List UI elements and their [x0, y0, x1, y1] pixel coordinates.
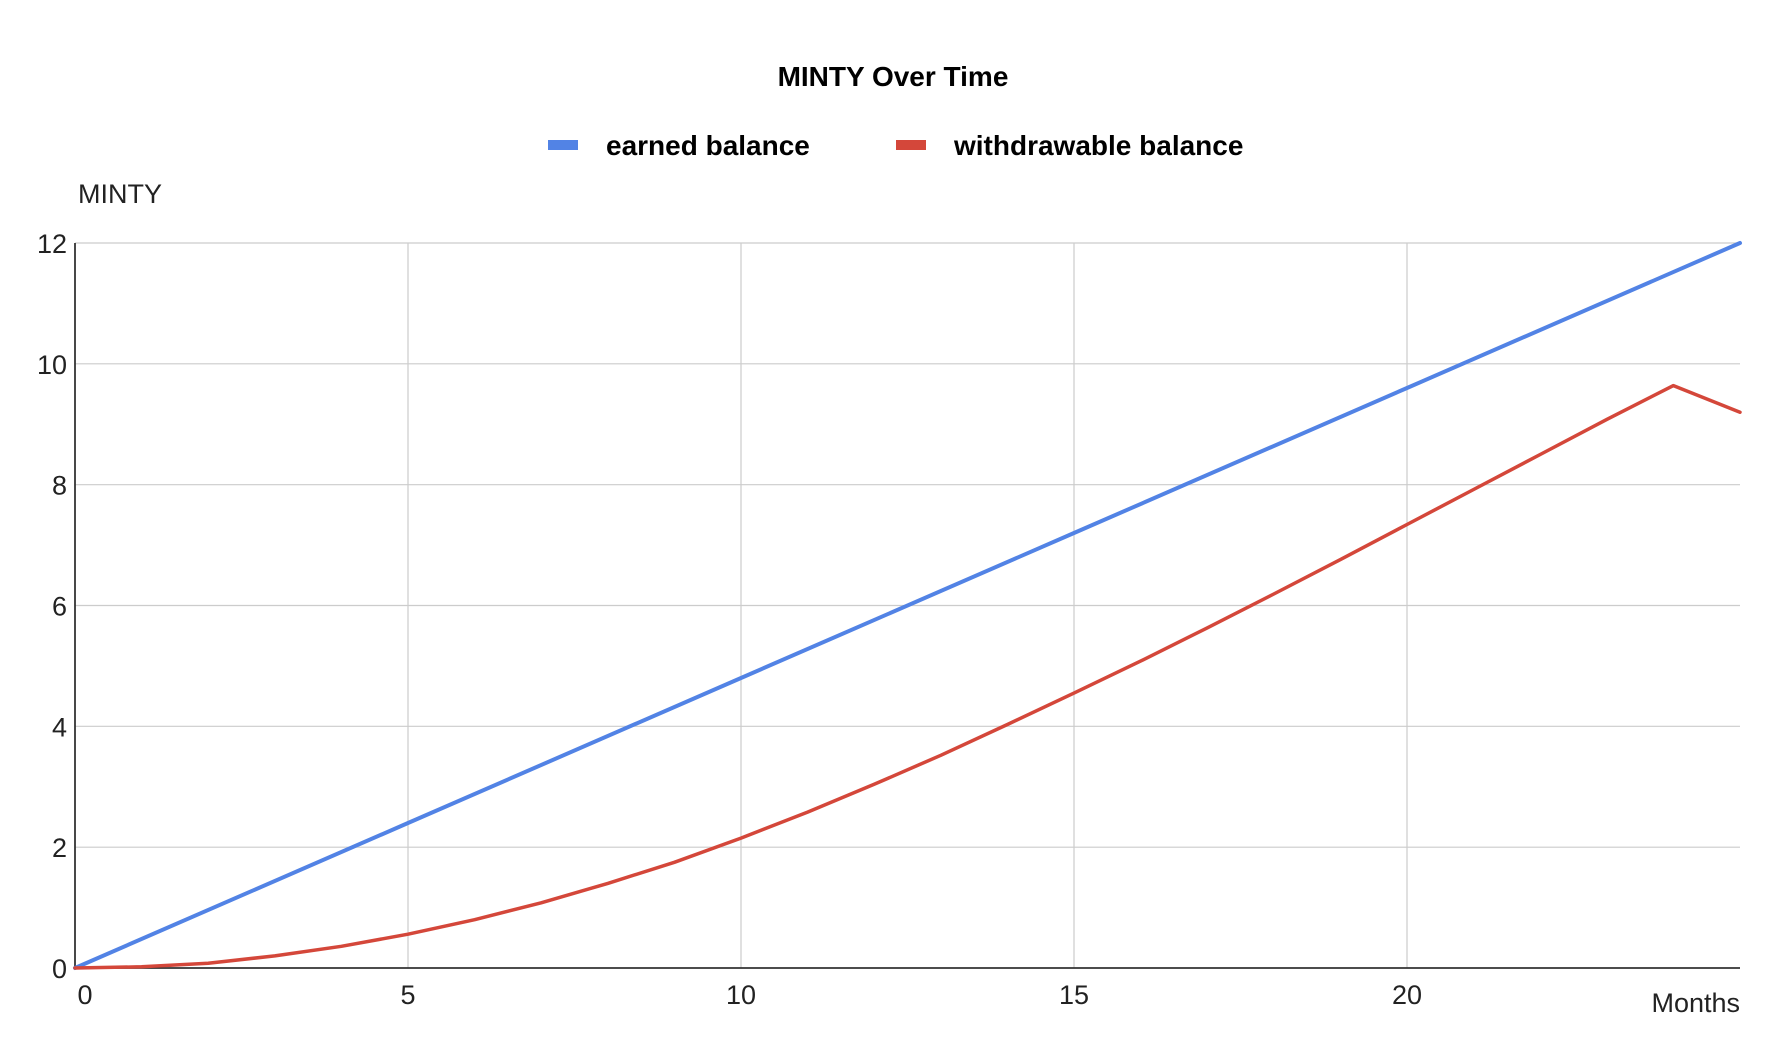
legend-label: earned balance [606, 130, 810, 161]
x-tick-label: 15 [1059, 980, 1089, 1010]
legend-swatch [548, 140, 578, 150]
y-tick-labels: 0 2 4 6 8 10 12 [37, 229, 67, 984]
y-tick-label: 10 [37, 350, 67, 380]
x-tick-label: 10 [726, 980, 756, 1010]
y-tick-label: 2 [52, 833, 67, 863]
legend-label: withdrawable balance [953, 130, 1243, 161]
y-tick-label: 4 [52, 712, 67, 742]
y-tick-label: 8 [52, 471, 67, 501]
y-axis-title: MINTY [78, 179, 162, 209]
legend: earned balance withdrawable balance [548, 130, 1243, 161]
y-tick-label: 0 [52, 954, 67, 984]
series-line-earned-balance [73, 241, 1742, 970]
x-tick-label: 0 [77, 980, 92, 1010]
y-gridlines [75, 242, 1740, 848]
series-lines [73, 241, 1742, 970]
x-axis-title: Months [1651, 988, 1740, 1018]
x-gridlines [407, 243, 1408, 968]
y-tick-label: 12 [37, 229, 67, 259]
y-tick-label: 6 [52, 592, 67, 622]
x-tick-labels: 0 5 10 15 20 [77, 980, 1422, 1010]
axes [74, 243, 1740, 969]
chart-title: MINTY Over Time [778, 61, 1009, 92]
legend-swatch [896, 140, 926, 150]
x-tick-label: 5 [400, 980, 415, 1010]
x-tick-label: 20 [1392, 980, 1422, 1010]
series-line-withdrawable-balance [73, 383, 1742, 970]
